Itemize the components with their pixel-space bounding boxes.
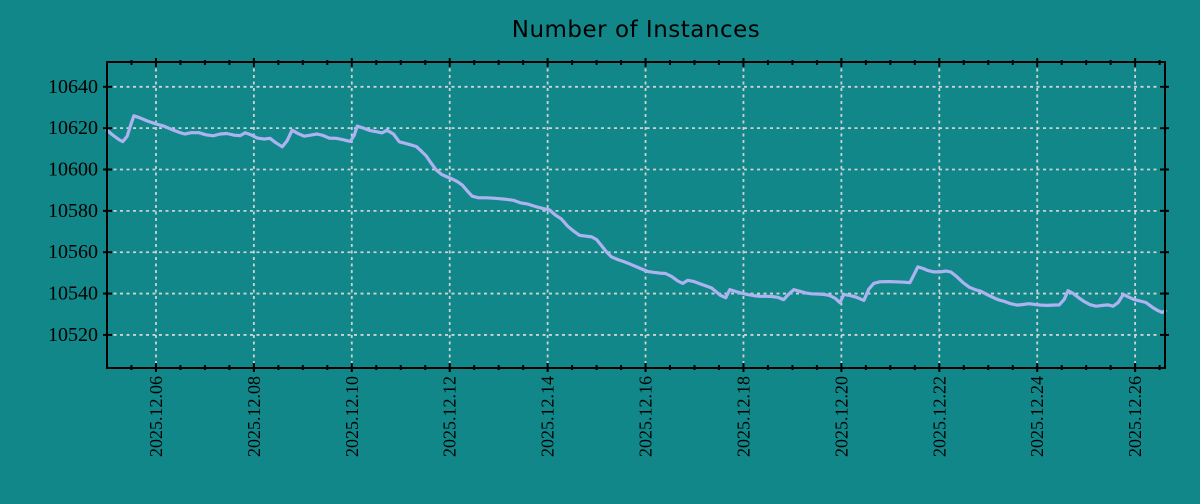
x-axis-labels: 2025.12.06 2025.12.08 2025.12.10 2025.12.12… [146, 376, 1145, 457]
x-tick-label: 2025.12.26 [1125, 376, 1145, 457]
x-tick-label: 2025.12.22 [929, 376, 949, 457]
x-tick-label: 2025.12.16 [636, 376, 656, 457]
y-tick-label: 10520 [48, 324, 98, 346]
y-tick-label: 10580 [48, 200, 98, 222]
plot-border [106, 61, 1166, 369]
x-tick-label: 2025.12.12 [440, 376, 460, 457]
y-tick-label: 10640 [48, 76, 98, 98]
y-axis-labels: 10520 10540 10560 10580 10600 10620 10640 [48, 76, 98, 346]
y-tick-label: 10560 [48, 241, 98, 263]
y-tick-label: 10540 [48, 283, 98, 305]
x-tick-label: 2025.12.10 [342, 376, 362, 457]
x-tick-label: 2025.12.06 [146, 376, 166, 457]
series-line-instances [105, 114, 1167, 314]
grid-lines [107, 62, 1165, 368]
y-tick-label: 10600 [48, 159, 98, 181]
x-tick-label: 2025.12.14 [538, 376, 558, 457]
x-tick-label: 2025.12.24 [1027, 376, 1047, 457]
chart-title: Number of Instances [511, 17, 761, 43]
y-tick-label: 10620 [48, 117, 98, 139]
x-tick-label: 2025.12.20 [831, 376, 851, 457]
x-tick-label: 2025.12.08 [244, 376, 264, 457]
x-tick-label: 2025.12.18 [733, 376, 753, 457]
axis-ticks [103, 58, 1169, 372]
